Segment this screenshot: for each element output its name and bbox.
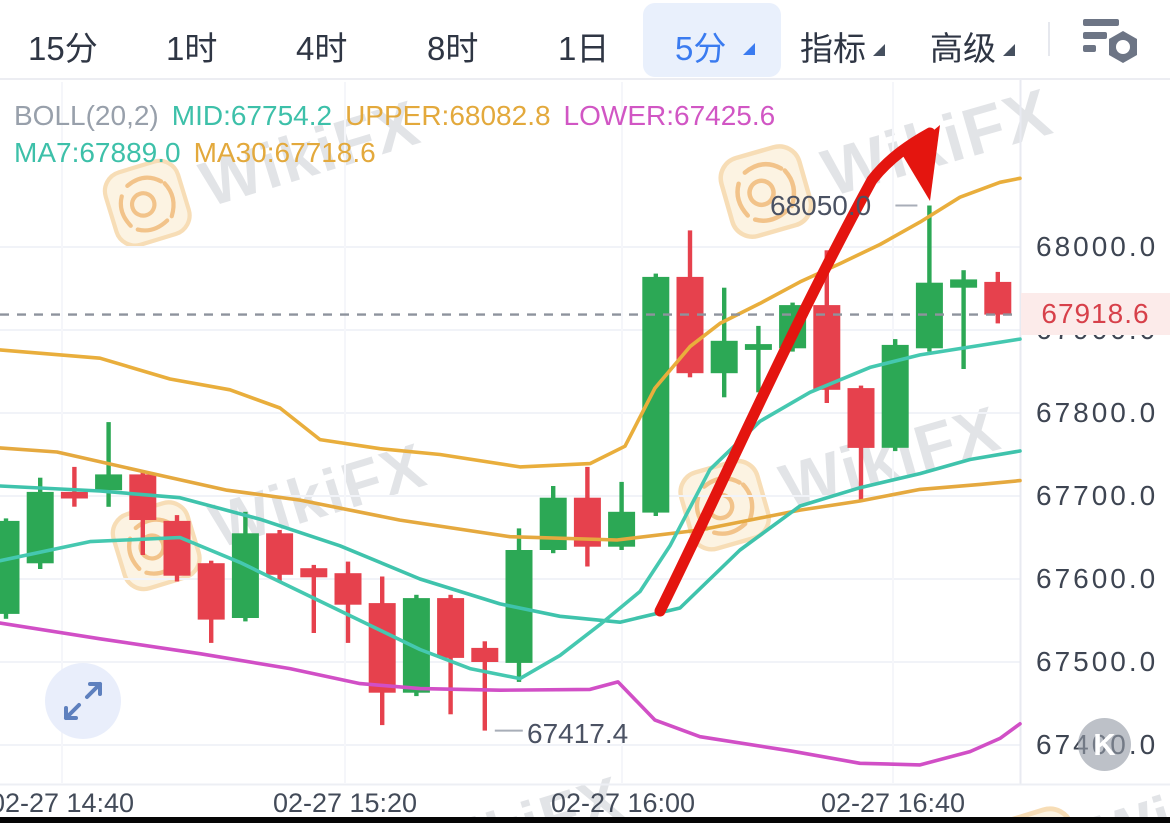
ma-legend-row: MA7:67889.0 MA30:67718.6 xyxy=(14,137,788,174)
boll-upper-value: UPPER:68082.8 xyxy=(345,100,551,131)
last-price-badge: 67918.6 xyxy=(1021,293,1170,335)
kline-button-label: K xyxy=(1093,727,1116,762)
ma7-value: MA7:67889.0 xyxy=(14,137,181,168)
tab-8hour[interactable]: 8时 xyxy=(427,30,479,67)
y-axis-label: 67700.0 xyxy=(1036,480,1159,511)
chevron-down-icon xyxy=(1003,44,1015,56)
high-price-annotation: 68050.0 xyxy=(770,190,872,221)
kline-jump-button[interactable]: K xyxy=(1078,718,1131,771)
y-axis-label: 67600.0 xyxy=(1036,563,1159,594)
low-price-annotation: 67417.4 xyxy=(527,718,629,749)
x-axis-label: 02-27 14:40 xyxy=(0,788,135,818)
chevron-down-icon xyxy=(873,44,885,56)
x-axis-label: 02-27 16:00 xyxy=(550,788,696,818)
chart-settings-icon[interactable] xyxy=(1083,17,1141,65)
bottom-black-bar xyxy=(0,817,1170,823)
tab-4hour[interactable]: 4时 xyxy=(296,30,348,67)
fullscreen-expand-button[interactable] xyxy=(45,663,121,739)
tab-5min-label: 5分 xyxy=(675,30,727,67)
expand-arrows-icon xyxy=(64,682,102,720)
x-axis-label: 02-27 15:20 xyxy=(272,788,418,818)
indicator-legend: BOLL(20,2) MID:67754.2 UPPER:68082.8 LOWER:… xyxy=(14,100,788,174)
tab-1day[interactable]: 1日 xyxy=(558,30,610,67)
boll-legend-row: BOLL(20,2) MID:67754.2 UPPER:68082.8 LOWER:… xyxy=(14,100,788,137)
x-axis-label: 02-27 16:40 xyxy=(820,788,966,818)
menu-indicators[interactable]: 指标 xyxy=(800,30,866,67)
y-axis-label: 67500.0 xyxy=(1036,646,1159,677)
menu-advanced[interactable]: 高级 xyxy=(930,30,996,67)
chevron-down-icon xyxy=(743,43,755,55)
ma30-value: MA30:67718.6 xyxy=(193,137,376,168)
y-axis-label: 67800.0 xyxy=(1036,397,1159,428)
chart-toolbar: 15分 1时 4时 8时 1日 5分 指标 高级 xyxy=(0,0,1170,80)
boll-mid-value: MID:67754.2 xyxy=(171,100,333,131)
boll-lower-value: LOWER:67425.6 xyxy=(563,100,776,131)
y-axis-label: 68000.0 xyxy=(1036,231,1159,262)
tab-5min-selected[interactable]: 5分 xyxy=(643,3,781,77)
tab-15min[interactable]: 15分 xyxy=(28,30,98,67)
tab-1hour[interactable]: 1时 xyxy=(166,30,218,67)
toolbar-divider xyxy=(1048,22,1050,56)
boll-params-label: BOLL(20,2) xyxy=(14,100,159,131)
